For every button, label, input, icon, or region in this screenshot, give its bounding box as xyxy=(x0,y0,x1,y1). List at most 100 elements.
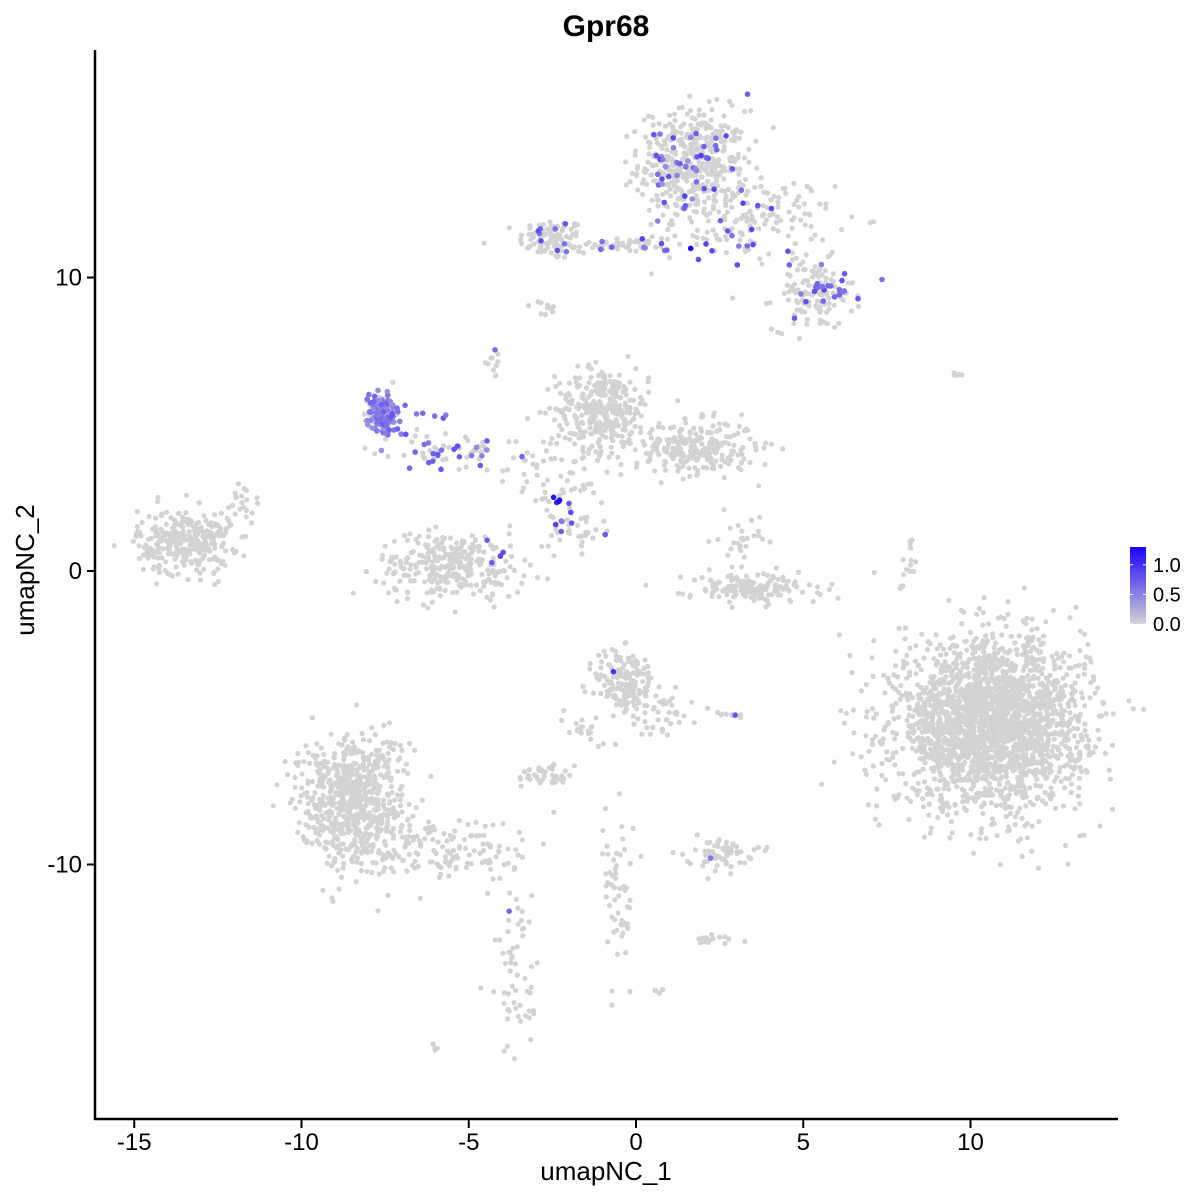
cell-point xyxy=(197,577,204,583)
cell-point xyxy=(908,557,914,563)
cell-point xyxy=(209,530,215,537)
cell-point xyxy=(468,571,474,577)
cell-point xyxy=(942,659,948,665)
cell-point xyxy=(1045,693,1052,699)
cell-point xyxy=(205,546,211,553)
cell-point xyxy=(1052,666,1058,672)
cell-point xyxy=(829,249,835,255)
cell-point xyxy=(672,233,678,239)
cell-point xyxy=(663,141,669,147)
cell-point xyxy=(880,736,887,742)
cell-point xyxy=(544,477,551,483)
cell-point xyxy=(137,529,143,536)
cell-point xyxy=(173,564,179,570)
cell-point xyxy=(959,762,965,768)
cell-point xyxy=(689,126,695,132)
cell-point xyxy=(611,400,617,406)
cell-point xyxy=(756,533,762,539)
cell-point xyxy=(826,295,832,301)
cell-point xyxy=(423,566,430,572)
cell-point xyxy=(1061,732,1067,738)
cell-point xyxy=(1069,752,1075,759)
cell-point xyxy=(1051,753,1057,759)
cell-point xyxy=(442,431,449,437)
cell-point xyxy=(976,606,982,612)
cell-point xyxy=(946,752,952,758)
cell-point xyxy=(882,777,889,783)
cell-point xyxy=(1014,646,1020,653)
cell-point xyxy=(608,423,614,429)
cell-point xyxy=(984,653,991,659)
cell-point xyxy=(1022,717,1028,723)
cell-point xyxy=(1005,598,1011,605)
cell-point xyxy=(627,440,633,447)
cell-point xyxy=(789,250,796,256)
cell-point xyxy=(431,551,437,557)
cell-point xyxy=(706,195,712,201)
cell-point xyxy=(558,390,564,396)
cell-point xyxy=(898,683,904,689)
cell-point xyxy=(942,727,948,734)
cell-point xyxy=(840,297,846,303)
cell-point xyxy=(1075,726,1081,732)
cell-point xyxy=(468,582,474,588)
cell-point xyxy=(735,540,741,546)
cell-point xyxy=(459,538,466,544)
cell-point xyxy=(581,449,587,455)
cell-point xyxy=(551,553,557,559)
cell-point xyxy=(214,522,220,528)
cell-point xyxy=(1042,789,1048,796)
cell-point xyxy=(1002,785,1008,791)
cell-point xyxy=(179,519,185,525)
cell-point xyxy=(980,759,986,765)
cell-point xyxy=(211,570,217,577)
cell-point xyxy=(1043,758,1049,764)
cell-point xyxy=(1052,696,1058,702)
cell-point xyxy=(632,152,638,158)
cell-point xyxy=(597,443,603,450)
cell-point xyxy=(1082,727,1088,734)
cell-point xyxy=(980,810,986,817)
cell-point xyxy=(574,415,580,421)
cell-point xyxy=(228,522,234,528)
cell-point xyxy=(1031,698,1037,704)
cell-point xyxy=(507,523,513,529)
cell-point xyxy=(980,693,986,699)
cell-point xyxy=(699,120,705,126)
cell-point xyxy=(960,767,966,773)
cell-point xyxy=(796,194,802,200)
cell-point xyxy=(712,158,718,164)
cell-point xyxy=(735,154,741,161)
cell-point xyxy=(751,597,757,604)
cell-point xyxy=(630,653,636,659)
cell-point xyxy=(913,643,919,649)
cell-point xyxy=(924,785,930,791)
cell-point xyxy=(946,694,953,700)
cell-point xyxy=(626,243,632,249)
cell-point xyxy=(573,232,579,239)
cell-point xyxy=(716,594,722,600)
cell-point xyxy=(758,582,764,589)
cell-point xyxy=(422,579,428,585)
cell-point xyxy=(392,561,398,567)
cell-point xyxy=(1023,772,1029,778)
cell-point xyxy=(691,577,698,583)
cell-point xyxy=(1061,693,1067,699)
cell-point xyxy=(691,455,697,461)
cell-point xyxy=(984,761,990,768)
cell-point xyxy=(1013,814,1019,820)
cell-point xyxy=(243,507,250,514)
cell-point xyxy=(761,445,767,451)
cell-point xyxy=(797,217,804,223)
cell-point xyxy=(1075,793,1081,799)
cell-point xyxy=(907,568,913,575)
cell-point xyxy=(804,321,810,327)
cell-point xyxy=(1051,658,1057,664)
cell-point xyxy=(542,489,548,495)
cell-point xyxy=(1076,718,1082,724)
cell-point xyxy=(863,733,869,739)
cell-point xyxy=(755,572,761,578)
cell-point xyxy=(663,447,670,453)
cell-point xyxy=(849,280,855,286)
cell-point xyxy=(892,736,898,742)
